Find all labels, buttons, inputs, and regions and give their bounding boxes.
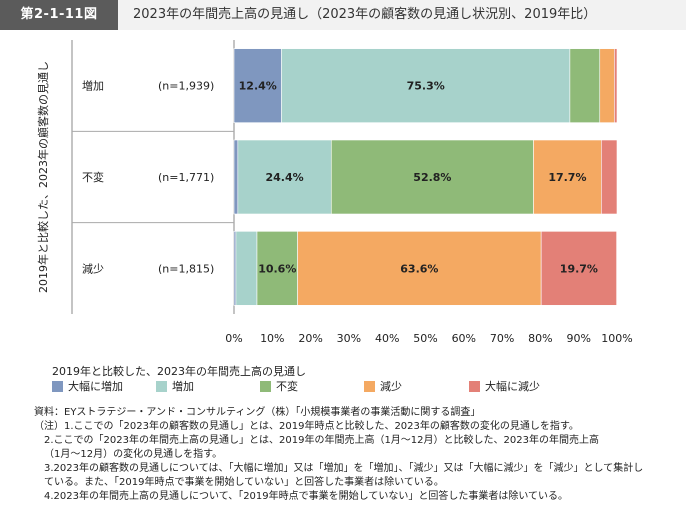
data-label: 10.6%: [258, 262, 296, 275]
legend-item: 大幅に減少: [469, 379, 540, 393]
legend-swatch: [260, 380, 271, 392]
stacked-bar-chart: 2019年と比較した、2023年の顧客数の見通し 増加 (n=1,939) 12.4…: [36, 40, 633, 345]
data-label: 52.8%: [413, 171, 451, 184]
x-tick-label: 20%: [298, 332, 322, 345]
x-tick-label: 80%: [528, 332, 552, 345]
data-label: 24.4%: [265, 171, 303, 184]
labels-layer: 増加 (n=1,939) 12.4% 75.3% 不変 (n=1,771) 24.4% 52.…: [82, 80, 598, 276]
bar-segment: [256, 231, 298, 306]
category-count: (n=1,939): [158, 80, 214, 93]
legend-label: 大幅に増加: [68, 380, 123, 393]
bar-segment: [235, 231, 258, 306]
bar-segment: [599, 48, 615, 123]
bar-segment: [614, 48, 618, 123]
legend-item: 大幅に増加: [52, 379, 123, 393]
figure-number: 第2-1-11図: [0, 0, 118, 30]
legend-item: 不変: [260, 379, 298, 393]
bars-layer: [233, 48, 618, 306]
category-count: (n=1,771): [158, 171, 214, 184]
data-label: 12.4%: [239, 80, 277, 93]
category-label: 減少: [82, 261, 104, 275]
legend: 大幅に増加 増加 不変 減少 大幅に減少: [52, 379, 652, 393]
data-label: 17.7%: [548, 171, 586, 184]
source-notes: 資料：EYストラテジー・アンド・コンサルティング（株）「小規模事業者の事業活動に…: [34, 406, 679, 504]
x-tick-label: 0%: [225, 332, 242, 345]
figure-title: 2023年の年間売上高の見通し（2023年の顧客数の見通し状況別、2019年比）: [133, 7, 597, 22]
category-label: 増加: [82, 80, 104, 93]
note-line: （注）1.ここでの「2023年の顧客数の見通し」とは、2019年時点と比較した、…: [34, 421, 579, 432]
x-tick-label: 30%: [337, 332, 361, 345]
note-line: 資料：EYストラテジー・アンド・コンサルティング（株）「小規模事業者の事業活動に…: [34, 407, 481, 418]
bar-segment: [600, 139, 618, 215]
x-tick-label: 100%: [601, 332, 632, 345]
legend-label: 不変: [276, 380, 298, 393]
legend-item: 増加: [156, 379, 194, 393]
legend-swatch: [52, 380, 63, 392]
legend-label: 増加: [172, 380, 194, 393]
legend-item: 減少: [364, 379, 402, 393]
legend-swatch: [364, 380, 375, 392]
bar-segment: [569, 48, 601, 123]
bar-segment: [233, 48, 282, 123]
legend-swatch: [469, 380, 480, 392]
x-tick-label: 70%: [490, 332, 514, 345]
legend-title: 2019年と比較した、2023年の年間売上高の見通し: [52, 365, 306, 378]
note-line: （1月～12月）の変化の見通しを指す。: [44, 449, 223, 460]
data-label: 63.6%: [400, 262, 438, 275]
note-line: 4.2023年の年間売上高の見通しについて、「2019年時点で事業を開始していな…: [44, 491, 569, 502]
figure-header: 第2-1-11図 2023年の年間売上高の見通し（2023年の顧客数の見通し状況…: [0, 0, 686, 30]
bar-segment: [237, 139, 332, 215]
x-tick-label: 50%: [413, 332, 437, 345]
data-label: 19.7%: [560, 262, 598, 275]
legend-label: 大幅に減少: [485, 380, 540, 393]
x-tick-label: 90%: [566, 332, 590, 345]
category-count: (n=1,815): [158, 262, 214, 275]
bar-segment: [533, 139, 602, 215]
note-line: 3.2023年の顧客数の見通しについては、「大幅に増加」又は「増加」を「増加」、…: [44, 463, 644, 474]
legend-label: 減少: [380, 380, 402, 393]
note-line: ている。また、「2019年時点で事業を開始していない」と回答した事業者は除いてい…: [44, 477, 444, 488]
legend-swatch: [156, 380, 167, 392]
bar-segment: [281, 48, 571, 123]
y-axis-title: 2019年と比較した、2023年の顧客数の見通し: [36, 61, 50, 293]
bar-segment: [297, 231, 542, 306]
bar-segment: [330, 139, 534, 215]
category-label: 不変: [82, 170, 104, 184]
bar-segment: [233, 139, 239, 215]
x-tick-label: 10%: [260, 332, 284, 345]
x-tick-label: 60%: [452, 332, 476, 345]
data-label: 75.3%: [407, 80, 445, 93]
x-axis: 0% 10% 20% 30% 40% 50% 60% 70% 80% 90% 100%: [225, 332, 632, 345]
bar-segment: [540, 231, 617, 306]
note-line: 2.ここでの「2023年の年間売上高の見通し」とは、2019年の年間売上高（1月…: [44, 435, 599, 446]
x-tick-label: 40%: [375, 332, 399, 345]
